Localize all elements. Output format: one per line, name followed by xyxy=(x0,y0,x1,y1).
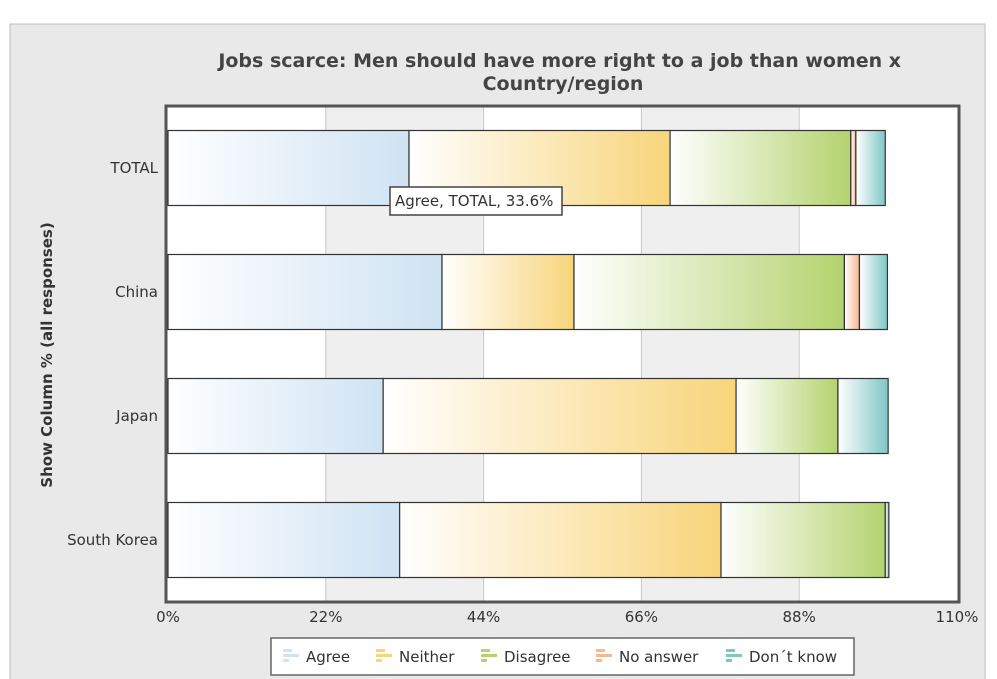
category-label: South Korea xyxy=(67,531,158,549)
chart-title-line-1: Jobs scarce: Men should have more right … xyxy=(216,50,901,72)
bar-china-neither[interactable] xyxy=(441,253,575,331)
bar-china-disagree[interactable] xyxy=(573,253,845,331)
bar-total-agree[interactable] xyxy=(167,129,410,207)
bar-south-korea-disagree[interactable] xyxy=(720,501,886,579)
legend: Agree Neither Disagree No answer Don´t know xyxy=(270,637,855,676)
legend-item[interactable]: Disagree xyxy=(481,648,571,666)
tooltip: Agree, TOTAL, 33.6% xyxy=(389,186,563,216)
x-tick-label: 44% xyxy=(467,608,500,626)
chart-title-line-2: Country/region xyxy=(483,73,644,95)
legend-label: Don´t know xyxy=(749,648,837,666)
legend-label: Agree xyxy=(306,648,350,666)
x-tick-label: 66% xyxy=(625,608,658,626)
y-axis-label: Show Column % (all responses) xyxy=(38,222,56,487)
bars xyxy=(167,129,890,579)
legend-label: Disagree xyxy=(504,648,571,666)
legend-swatch xyxy=(596,649,605,652)
category-label: Japan xyxy=(115,407,158,425)
legend-swatch xyxy=(376,654,392,657)
bar-total-no-answer[interactable] xyxy=(850,129,857,207)
x-tick-label: 88% xyxy=(783,608,816,626)
legend-swatch xyxy=(376,649,385,652)
x-tick-labels: 0% 22% 44% 66% 88% 110% xyxy=(156,608,978,626)
legend-item[interactable]: Don´t know xyxy=(726,648,837,666)
category-label: China xyxy=(115,283,158,301)
bar-total-disagree[interactable] xyxy=(669,129,852,207)
bar-china-agree[interactable] xyxy=(167,253,443,331)
legend-swatch xyxy=(376,659,382,662)
bar-japan-neither[interactable] xyxy=(382,377,737,455)
category-label: TOTAL xyxy=(109,159,158,177)
x-tick-label: 110% xyxy=(936,608,979,626)
bar-japan-don-t-know[interactable] xyxy=(837,377,889,455)
x-tick-label: 22% xyxy=(309,608,342,626)
chart-title: Jobs scarce: Men should have more right … xyxy=(216,50,907,95)
tooltip-box xyxy=(389,186,563,216)
bar-south-korea-don-t-know[interactable] xyxy=(884,501,890,579)
bar-south-korea-agree[interactable] xyxy=(167,501,401,579)
bar-total-don-t-know[interactable] xyxy=(855,129,886,207)
legend-item[interactable]: Agree xyxy=(283,648,350,666)
legend-swatch xyxy=(726,659,732,662)
legend-label: No answer xyxy=(619,648,699,666)
legend-box xyxy=(270,637,855,676)
bar-japan-disagree[interactable] xyxy=(735,377,839,455)
bar-japan-agree[interactable] xyxy=(167,377,384,455)
legend-swatch xyxy=(283,659,289,662)
legend-swatch xyxy=(481,654,497,657)
legend-swatch xyxy=(596,654,612,657)
bar-china-no-answer[interactable] xyxy=(843,253,861,331)
legend-swatch xyxy=(596,659,602,662)
plot-frame xyxy=(164,104,961,604)
category-labels: TOTAL China Japan South Korea xyxy=(67,159,159,549)
legend-item[interactable]: No answer xyxy=(596,648,699,666)
legend-swatch xyxy=(283,649,292,652)
legend-swatch xyxy=(726,649,735,652)
legend-swatch xyxy=(726,654,742,657)
bar-china-don-t-know[interactable] xyxy=(858,253,889,331)
legend-swatch xyxy=(283,654,299,657)
legend-swatch xyxy=(481,659,487,662)
tooltip-text: Agree, TOTAL, 33.6% xyxy=(395,192,553,210)
bar-south-korea-neither[interactable] xyxy=(399,501,722,579)
legend-item[interactable]: Neither xyxy=(376,648,455,666)
x-tick-label: 0% xyxy=(156,608,180,626)
legend-swatch xyxy=(481,649,490,652)
legend-label: Neither xyxy=(399,648,455,666)
